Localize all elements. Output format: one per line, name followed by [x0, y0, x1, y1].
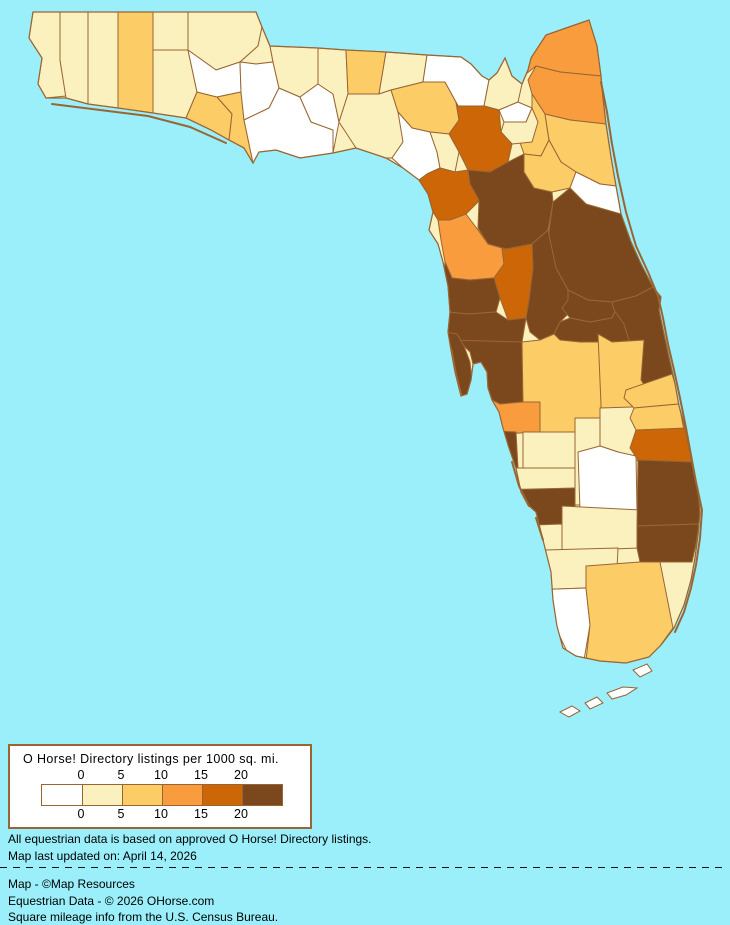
- legend-color-scale: [41, 784, 283, 806]
- barrier-island-2: [511, 461, 530, 507]
- florida-keys-island-1: [584, 696, 604, 710]
- county-martin: [629, 427, 694, 463]
- credit-line-1: Equestrian Data - © 2026 OHorse.com: [8, 894, 215, 908]
- florida-keys-island-0: [558, 705, 581, 718]
- florida-keys-island-2: [606, 686, 639, 700]
- legend-swatch-0: [42, 785, 82, 805]
- credit-line-0: Map - ©Map Resources: [8, 877, 135, 891]
- county-broward: [636, 523, 700, 563]
- county-marion: [467, 153, 554, 250]
- dashed-separator: [0, 867, 722, 868]
- legend-tick-bottom-5: 5: [117, 807, 125, 821]
- county-monroe: [525, 587, 591, 661]
- legend-title: O Horse! Directory listings per 1000 sq.…: [23, 752, 279, 766]
- legend-ticks-top: 0 5 10 15 20: [10, 768, 310, 782]
- legend-tick-bottom-15: 15: [194, 807, 208, 821]
- county-palm-beach: [636, 459, 700, 527]
- legend-swatch-15-20: [202, 785, 242, 805]
- legend-swatch-0-5: [82, 785, 122, 805]
- legend-swatch-20+: [242, 785, 282, 805]
- legend-tick-top-10: 10: [154, 768, 168, 782]
- county-holmes: [152, 12, 189, 51]
- barrier-island-3: [535, 517, 544, 541]
- county-hardee: [522, 431, 576, 469]
- county-st-lucie: [629, 403, 687, 433]
- legend-tick-bottom-0: 0: [77, 807, 85, 821]
- county-miami-dade: [585, 561, 674, 663]
- note-line-1: Map last updated on: April 14, 2026: [8, 849, 197, 863]
- legend-ticks-bottom: 0 5 10 15 20: [10, 807, 310, 821]
- legend-tick-bottom-10: 10: [154, 807, 168, 821]
- legend-swatch-10-15: [162, 785, 202, 805]
- legend-tick-bottom-20: 20: [234, 807, 248, 821]
- legend-tick-top-0: 0: [77, 768, 85, 782]
- note-line-0: All equestrian data is based on approved…: [8, 832, 372, 846]
- county-walton: [117, 12, 154, 114]
- county-glades: [577, 445, 638, 511]
- credit-line-2: Square mileage info from the U.S. Census…: [8, 910, 279, 924]
- legend-tick-top-15: 15: [194, 768, 208, 782]
- legend-tick-top-5: 5: [117, 768, 125, 782]
- barrier-island-0: [600, 81, 704, 633]
- county-manatee: [491, 399, 541, 435]
- legend-box: O Horse! Directory listings per 1000 sq.…: [8, 744, 312, 829]
- legend-tick-top-20: 20: [234, 768, 248, 782]
- county-okaloosa: [87, 12, 119, 109]
- florida-county-map: [28, 11, 704, 718]
- coastline: [28, 11, 701, 664]
- florida-keys-island-3: [632, 663, 653, 678]
- county-hendry: [561, 505, 641, 551]
- barrier-island-1: [51, 103, 227, 144]
- legend-swatch-5-10: [122, 785, 162, 805]
- county-sumter: [493, 243, 534, 321]
